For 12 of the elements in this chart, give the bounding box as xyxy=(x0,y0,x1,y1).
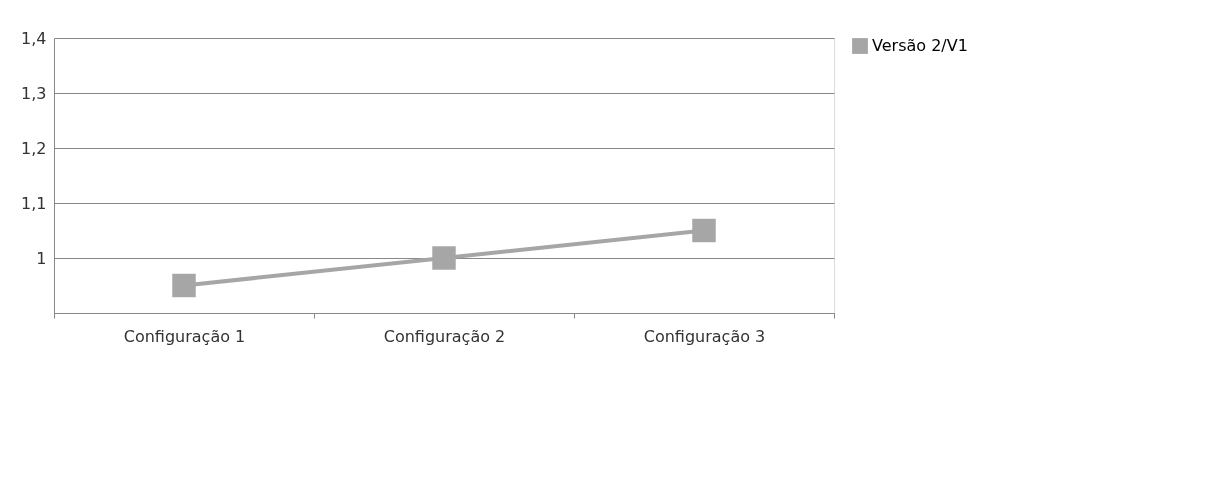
x-tick-label: Configuração 1 xyxy=(123,326,246,346)
y-tick-label: 1 xyxy=(36,248,47,268)
point xyxy=(432,246,456,270)
y-tick-label: 1,2 xyxy=(21,138,47,158)
x-tick-label: Configuração 3 xyxy=(643,326,766,346)
point xyxy=(172,273,196,298)
y-tick-label: 1,3 xyxy=(21,83,47,103)
legend-label: Versão 2/V1 xyxy=(872,36,968,55)
point xyxy=(692,218,716,243)
y-tick-label: 1,4 xyxy=(21,28,47,48)
x-tick-label: Configuração 2 xyxy=(383,326,506,346)
y-tick-label: 1,1 xyxy=(21,193,47,213)
